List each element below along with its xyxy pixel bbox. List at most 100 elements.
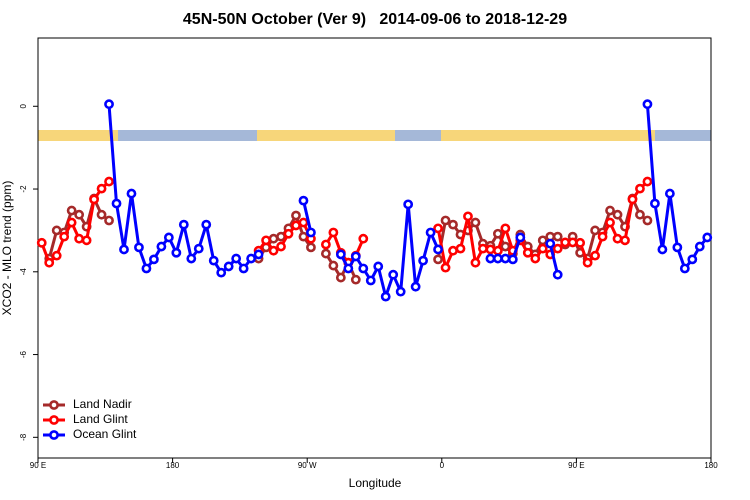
point <box>687 254 698 265</box>
point <box>418 255 429 266</box>
point <box>492 253 503 264</box>
point <box>552 243 563 254</box>
point <box>605 205 615 216</box>
point <box>433 254 443 265</box>
point <box>111 198 122 209</box>
ocean-band <box>118 130 257 141</box>
point <box>395 286 406 297</box>
point <box>552 231 563 242</box>
point <box>208 255 219 266</box>
point <box>328 227 339 238</box>
point <box>134 242 144 253</box>
point <box>380 291 391 302</box>
point <box>470 217 481 228</box>
point <box>478 243 488 254</box>
point <box>590 225 600 236</box>
series-line <box>40 180 649 270</box>
point <box>231 253 242 264</box>
point <box>470 257 481 268</box>
point <box>485 253 496 264</box>
point <box>328 260 339 271</box>
point <box>261 235 271 246</box>
point <box>96 209 107 220</box>
point <box>350 274 361 285</box>
point <box>605 217 615 228</box>
point <box>51 250 62 261</box>
point <box>104 176 114 187</box>
point <box>44 257 55 268</box>
point <box>276 241 286 252</box>
point <box>36 237 47 248</box>
point <box>306 242 316 253</box>
point <box>537 243 548 254</box>
point <box>268 233 279 244</box>
point <box>440 262 451 273</box>
point <box>702 232 713 243</box>
point <box>515 232 526 243</box>
point <box>500 241 511 252</box>
point <box>582 257 593 268</box>
point <box>440 215 451 226</box>
point <box>81 235 92 246</box>
point <box>89 194 99 205</box>
point <box>66 217 77 228</box>
point <box>612 209 623 220</box>
y-tick-label: -2 <box>19 185 28 193</box>
point <box>485 244 496 255</box>
point <box>298 231 309 242</box>
point <box>335 272 346 283</box>
point <box>373 261 384 272</box>
point <box>104 99 114 110</box>
point <box>552 269 563 280</box>
x-tick-label: 90 E <box>568 461 584 470</box>
point <box>642 215 653 226</box>
y-tick-label: 0 <box>19 104 28 109</box>
point <box>627 194 638 205</box>
point <box>650 198 660 209</box>
point <box>335 249 346 260</box>
point <box>74 209 85 220</box>
point <box>433 223 443 234</box>
legend-marker <box>49 415 59 425</box>
point <box>104 215 114 226</box>
point <box>350 251 361 262</box>
legend-label: Land Glint <box>73 412 128 426</box>
point <box>291 220 301 231</box>
plot-frame <box>37 37 712 459</box>
point <box>537 235 548 246</box>
point <box>463 211 473 222</box>
point <box>149 254 159 265</box>
legend-marker <box>49 430 59 440</box>
point <box>388 269 399 280</box>
point <box>246 253 257 264</box>
point <box>171 247 182 258</box>
point <box>448 219 458 230</box>
point <box>268 245 279 256</box>
point <box>575 237 586 248</box>
point <box>320 248 331 259</box>
point <box>141 263 152 274</box>
point <box>635 209 645 220</box>
point <box>560 237 571 248</box>
point <box>178 219 189 230</box>
legend-marker <box>49 400 59 410</box>
point <box>320 239 331 250</box>
legend-label: Land Nadir <box>73 397 132 411</box>
y-tick-label: -8 <box>19 433 28 441</box>
point <box>193 243 204 254</box>
point <box>410 281 421 292</box>
point <box>672 242 683 253</box>
point <box>425 227 436 238</box>
point <box>74 233 85 244</box>
point <box>620 235 630 246</box>
point <box>126 188 137 199</box>
chart-title: 45N-50N October (Ver 9) 2014-09-06 to 20… <box>183 11 567 28</box>
point <box>657 244 668 255</box>
point <box>201 219 212 230</box>
land-band <box>38 130 118 141</box>
land-band <box>257 130 395 141</box>
point <box>276 231 286 242</box>
point <box>507 254 518 265</box>
